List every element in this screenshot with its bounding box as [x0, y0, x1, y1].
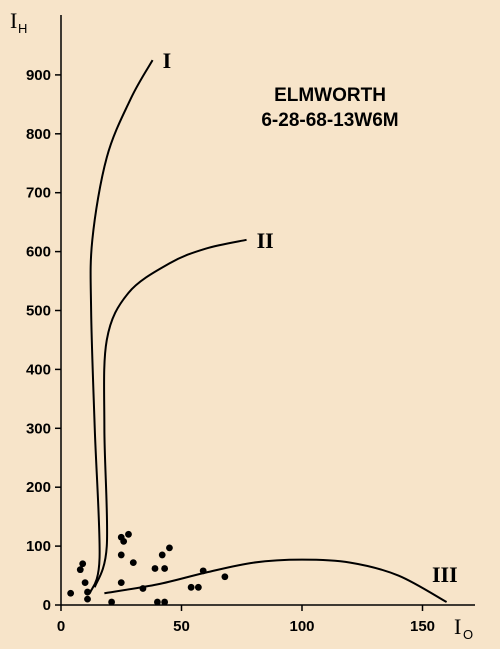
y-tick-label: 700	[26, 185, 51, 202]
curve-label-i: I	[163, 48, 172, 73]
data-point	[187, 583, 195, 591]
curve-ii	[93, 238, 247, 588]
data-point	[161, 598, 169, 606]
y-axis-title-subscript: H	[18, 21, 27, 36]
data-point	[81, 579, 89, 587]
data-point	[129, 559, 137, 566]
data-point	[194, 583, 202, 591]
chart-subtitle: 6-28-68-13W6M	[261, 110, 398, 131]
data-point	[108, 598, 116, 606]
ticks: 0 100 200 300 400 500 600 700 800 900 0 50 100 150	[26, 67, 435, 635]
x-axis-title: I	[454, 614, 461, 639]
y-tick-label: 100	[26, 538, 51, 555]
data-point	[120, 537, 128, 545]
y-tick-label: 300	[26, 420, 51, 437]
data-point	[125, 530, 132, 538]
data-point	[117, 551, 125, 559]
data-point	[221, 573, 229, 581]
data-point	[76, 566, 84, 574]
x-tick-label: 50	[173, 618, 190, 635]
curve-label-ii: II	[257, 228, 274, 253]
y-tick-label: 400	[26, 361, 51, 378]
x-tick-label: 100	[289, 618, 314, 635]
data-points	[67, 530, 229, 606]
y-tick-label: 200	[26, 479, 51, 496]
data-point	[117, 579, 125, 587]
x-tick-label: 150	[410, 618, 435, 635]
data-point	[166, 544, 173, 552]
y-axis-title: I	[10, 8, 17, 33]
data-point	[199, 567, 207, 575]
data-point	[158, 551, 166, 559]
x-tick-label: 0	[57, 618, 65, 635]
data-point	[67, 589, 75, 597]
data-point	[161, 565, 169, 572]
data-point	[154, 598, 161, 606]
data-point	[84, 588, 91, 596]
data-point	[84, 595, 91, 603]
curve-label-iii: III	[432, 562, 458, 587]
y-tick-label: 600	[26, 244, 51, 261]
data-point	[151, 565, 159, 572]
y-tick-label: 500	[26, 303, 51, 320]
curve-iii	[104, 558, 448, 603]
data-point	[139, 585, 147, 592]
data-point	[79, 560, 87, 568]
y-tick-label: 900	[26, 67, 51, 84]
plot-frame	[60, 15, 475, 606]
chart-title: ELMWORTH	[274, 85, 386, 106]
y-tick-label: 0	[43, 597, 51, 614]
curve-i	[88, 59, 154, 594]
y-tick-label: 800	[26, 126, 51, 143]
curves	[88, 59, 448, 603]
x-axis-title-subscript: O	[463, 627, 473, 642]
